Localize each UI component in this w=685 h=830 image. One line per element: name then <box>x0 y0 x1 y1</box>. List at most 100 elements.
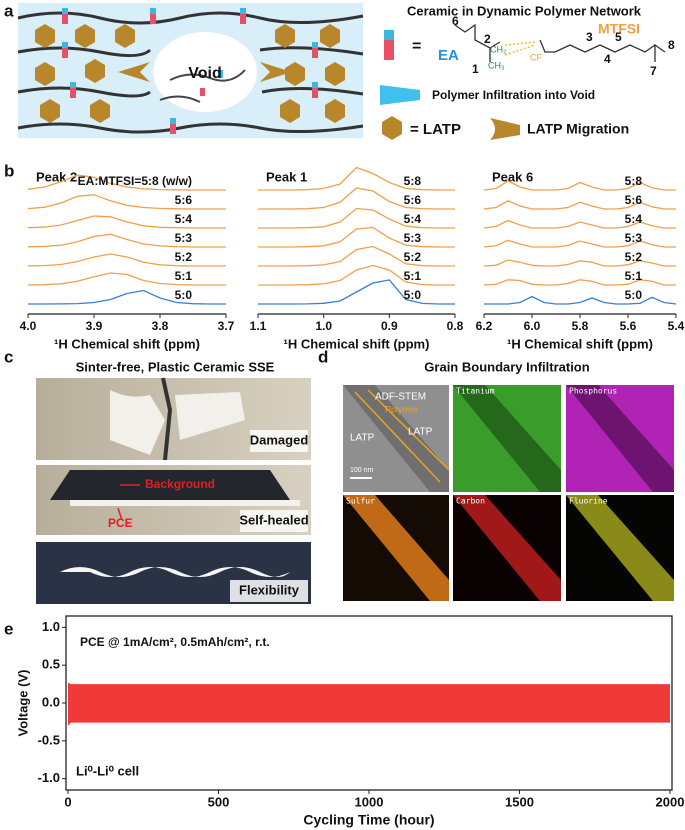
tile-label: ADF-STEM <box>375 392 426 403</box>
x-axis-label: Cycling Time (hour) <box>303 812 434 828</box>
spectrum <box>484 295 677 305</box>
infiltration-label: Polymer Infiltration into Void <box>432 88 595 102</box>
migration-icon <box>490 118 520 140</box>
series-label: EA:MTFSI=5:8 (w/w) <box>78 174 192 188</box>
annotation: Li⁰-Li⁰ cell <box>76 763 139 778</box>
series-label: 5:2 <box>404 250 422 264</box>
series-label: 5:0 <box>175 288 193 302</box>
series-label: 5:1 <box>404 269 422 283</box>
spectrum <box>27 272 226 286</box>
series-label: 5:2 <box>625 250 643 264</box>
x-axis-label: ¹H Chemical shift (ppm) <box>507 336 653 351</box>
plot-title: Peak 6 <box>492 169 533 184</box>
atom-number: 8 <box>668 38 675 52</box>
series-label: 5:4 <box>625 212 643 226</box>
x-tick-label: 5.6 <box>620 319 637 333</box>
tile-label: Carbon <box>456 497 485 506</box>
tile-label: Titanium <box>456 387 495 396</box>
series-label: 5:8 <box>404 174 422 188</box>
panel-title: Grain Boundary Infiltration <box>424 359 589 374</box>
molecule <box>384 23 666 62</box>
annotation: PCE @ 1mA/cm², 0.5mAh/cm², r.t. <box>80 635 270 649</box>
photo-label: Damaged <box>250 432 309 447</box>
series-label: 5:4 <box>404 212 422 226</box>
series-label: 5:8 <box>625 174 643 188</box>
voltage-band <box>68 682 670 726</box>
atom-number: 6 <box>452 14 459 28</box>
spectrum <box>27 233 226 248</box>
tile-label: Sulfur <box>346 497 375 506</box>
atom-number: 5 <box>615 30 622 44</box>
spectrum <box>28 289 226 305</box>
spectrum <box>258 245 455 267</box>
x-tick-label: 0.8 <box>447 319 464 333</box>
x-tick-label: 1.1 <box>250 319 267 333</box>
spectrum <box>258 264 455 286</box>
spectrum <box>483 279 676 286</box>
panel-label: a <box>4 1 14 20</box>
spectrum <box>258 187 455 210</box>
spectrum <box>27 194 226 210</box>
panel-label: e <box>4 619 13 638</box>
y-tick-label: 0.0 <box>42 694 60 709</box>
photo <box>36 377 311 604</box>
x-tick-label: 0.9 <box>381 319 398 333</box>
x-tick-label: 1000 <box>355 794 384 809</box>
x-tick-label: 2000 <box>656 794 685 809</box>
series-label: 5:6 <box>404 193 422 207</box>
schematic <box>17 3 364 138</box>
x-axis-label: ¹H Chemical shift (ppm) <box>284 336 430 351</box>
spectrum <box>483 259 676 267</box>
tile-label: Phosphorus <box>569 387 617 396</box>
spectrum <box>258 207 455 229</box>
spectrum <box>483 239 676 248</box>
x-tick-label: 4.0 <box>20 319 37 333</box>
y-tick-label: 1.0 <box>42 619 60 634</box>
atom-number: 7 <box>650 64 657 78</box>
series-label: 5:3 <box>625 231 643 245</box>
tile-annotation: LATP <box>350 433 375 444</box>
x-tick-label: 0 <box>64 794 71 809</box>
photo-label: Self-healed <box>239 512 308 527</box>
spectrum <box>27 215 226 229</box>
panel-title: Sinter-free, Plastic Ceramic SSE <box>76 359 275 374</box>
panel-label: d <box>318 347 328 366</box>
photo-annotation: PCE <box>108 516 133 530</box>
ch3-label: CH₃ <box>488 60 505 70</box>
plot-title: Peak 2 <box>36 169 77 184</box>
y-axis-label: Voltage (V) <box>15 670 30 737</box>
spectrum <box>258 166 455 191</box>
y-tick-label: 0.5 <box>42 657 60 672</box>
atom-number: 1 <box>472 62 479 76</box>
migration-label: LATP Migration <box>527 121 629 137</box>
series-label: 5:6 <box>175 193 193 207</box>
infiltration-icon <box>380 85 420 105</box>
void-label: Void <box>188 65 221 82</box>
series-label: 5:3 <box>404 231 422 245</box>
x-tick-label: 6.2 <box>476 319 493 333</box>
legend-title: Ceramic in Dynamic Polymer Network <box>407 3 642 18</box>
x-tick-label: 1.0 <box>315 319 332 333</box>
x-tick-label: 5.4 <box>668 319 685 333</box>
y-tick-label: -0.5 <box>38 732 60 747</box>
x-tick-label: 3.9 <box>86 319 103 333</box>
x-tick-label: 6.0 <box>524 319 541 333</box>
mtfsi-label: MTFSI <box>598 21 640 37</box>
spectrum <box>483 200 676 210</box>
spectrum <box>258 226 455 248</box>
series-label: 5:3 <box>175 231 193 245</box>
panel-label: b <box>4 161 14 180</box>
latp-label: = LATP <box>410 121 461 138</box>
x-tick-label: 3.7 <box>218 319 235 333</box>
tile-annotation: LATP <box>408 427 433 438</box>
spectrum <box>27 253 226 267</box>
series-label: 5:0 <box>625 288 643 302</box>
series-label: 5:1 <box>175 269 193 283</box>
series-label: 5:0 <box>404 288 422 302</box>
tile-annotation: Polymer <box>385 404 418 414</box>
x-tick-label: 500 <box>208 794 230 809</box>
panel-label: c <box>4 347 13 366</box>
photo-label: Flexibility <box>239 582 300 597</box>
equals: = <box>412 38 421 55</box>
series-label: 5:1 <box>625 269 643 283</box>
